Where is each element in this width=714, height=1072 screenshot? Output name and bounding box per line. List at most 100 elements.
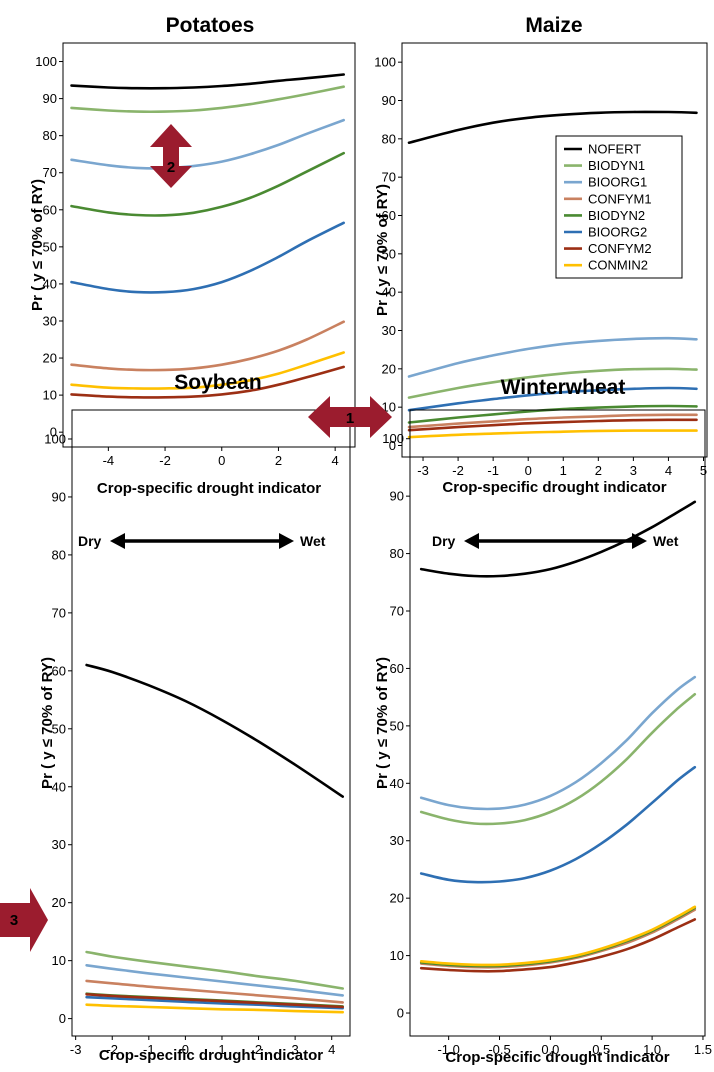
x-tick-label: 1 [218, 1042, 225, 1057]
series-line-biodyn2 [407, 404, 698, 424]
y-tick-label: 10 [43, 388, 57, 403]
series-line-biodyn1 [419, 693, 697, 826]
double-arrow-horizontal-icon [308, 396, 392, 438]
y-tick-label: 20 [43, 351, 57, 366]
x-tick-label: 4 [328, 1042, 335, 1057]
series-line-bioorg2 [419, 765, 697, 884]
arrow-left-icon [464, 533, 479, 549]
arrow-right-icon [0, 888, 48, 952]
chart-title: Potatoes [166, 14, 255, 37]
y-tick-label: 80 [43, 128, 57, 143]
y-tick-label: 80 [382, 131, 396, 146]
y-tick-label: 50 [43, 239, 57, 254]
y-tick-label: 40 [390, 776, 404, 791]
series-group [419, 500, 697, 973]
x-tick-label: 0 [218, 453, 225, 468]
series-line-confym2 [419, 918, 697, 973]
series-line-bioorg2 [85, 995, 344, 1010]
y-tick-label: 70 [390, 604, 404, 619]
x-tick-label: 1.0 [643, 1042, 661, 1057]
dry-label-left: Dry [78, 533, 102, 549]
y-tick-label: 30 [43, 313, 57, 328]
series-line-confym1 [85, 979, 344, 1004]
y-tick-label: 50 [390, 718, 404, 733]
y-tick-label: 90 [382, 93, 396, 108]
x-tick-label: 5 [700, 463, 707, 478]
y-tick-label: 0 [50, 425, 57, 440]
x-tick-label: 3 [630, 463, 637, 478]
x-tick-label: 4 [665, 463, 672, 478]
series-line-nofert [419, 500, 697, 578]
x-tick-label: 0.0 [541, 1042, 559, 1057]
x-tick-label: -2 [452, 463, 464, 478]
x-axis-label: Crop-specific drought indicator [442, 479, 666, 496]
y-axis-label: Pr ( y ≤ 70% of RY) [374, 657, 391, 789]
y-tick-label: 60 [390, 661, 404, 676]
x-tick-label: -1.0 [437, 1042, 459, 1057]
series-line-bioorg2 [70, 221, 345, 294]
y-tick-label: 80 [52, 547, 66, 562]
series-line-conmin2 [407, 429, 698, 439]
series-line-conmin2 [85, 1003, 344, 1014]
y-tick-label: 90 [390, 489, 404, 504]
legend-entry: CONFYM1 [588, 191, 652, 206]
x-tick-label: 2 [275, 453, 282, 468]
legend-entry: BIOORG1 [588, 175, 647, 190]
x-tick-label: 0 [525, 463, 532, 478]
y-tick-label: 90 [52, 489, 66, 504]
plot-frame [71, 409, 351, 1037]
series-line-nofert [70, 73, 345, 90]
series-line-confym2 [70, 365, 345, 399]
x-axis-label: Crop-specific drought indicator [445, 1049, 669, 1066]
series-line-confym2 [85, 993, 344, 1009]
series-line-bioorg1 [85, 964, 344, 997]
y-tick-label: 40 [43, 276, 57, 291]
y-tick-label: 0 [397, 1006, 404, 1021]
series-line-bioorg1 [70, 118, 345, 170]
series-line-confym1 [70, 320, 345, 372]
legend-entry: NOFERT [588, 142, 641, 157]
x-axis-label: Crop-specific drought indicator [97, 480, 321, 497]
y-tick-label: 40 [382, 285, 396, 300]
y-tick-label: 60 [382, 208, 396, 223]
plot-frame [409, 409, 706, 1037]
y-tick-label: 30 [52, 837, 66, 852]
chart-title: Maize [525, 14, 582, 37]
y-axis-label: Pr ( y ≤ 70% of RY) [39, 657, 56, 789]
x-tick-label: -1 [143, 1042, 155, 1057]
x-tick-label: 0 [182, 1042, 189, 1057]
arrow-right-icon [632, 533, 647, 549]
y-tick-label: 100 [44, 431, 66, 446]
y-tick-label: 30 [390, 833, 404, 848]
y-axis-label: Pr ( y ≤ 70% of RY) [374, 184, 391, 316]
series-line-bioorg1 [419, 675, 697, 811]
arrow-right-icon [279, 533, 294, 549]
chart-title: Winterwheat [501, 376, 626, 399]
y-tick-label: 20 [382, 361, 396, 376]
arrow-left-icon [110, 533, 125, 549]
y-tick-label: 80 [390, 546, 404, 561]
x-tick-label: -3 [70, 1042, 82, 1057]
chart-title: Soybean [174, 371, 262, 394]
legend-entry: BIODYN1 [588, 158, 645, 173]
plot-frame [401, 42, 708, 458]
series-group [85, 663, 344, 1014]
x-tick-label: 0.5 [592, 1042, 610, 1057]
marker-1-label: 1 [346, 410, 354, 427]
series-line-bioorg1 [407, 336, 698, 378]
x-tick-label: 3 [292, 1042, 299, 1057]
y-tick-label: 90 [43, 91, 57, 106]
y-axis-label: Pr ( y ≤ 70% of RY) [29, 179, 46, 311]
x-tick-label: 1.5 [694, 1042, 712, 1057]
y-tick-label: 0 [59, 1011, 66, 1026]
dry-label-right: Dry [432, 533, 456, 549]
series-line-confym1 [407, 413, 698, 429]
series-group [70, 73, 345, 399]
y-tick-label: 100 [374, 55, 396, 70]
annotations: 2 1 3 Dry Wet Dry Wet [0, 124, 679, 952]
series-line-bioorg2 [407, 386, 698, 412]
